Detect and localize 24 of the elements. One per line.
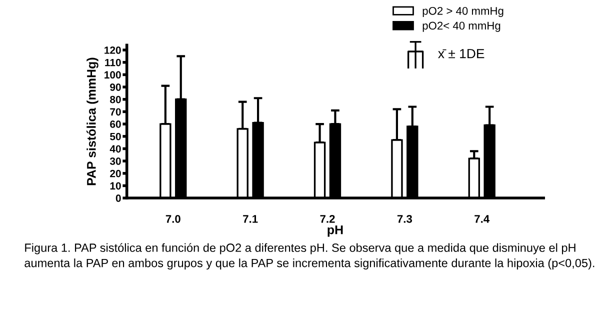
y-tick-label: 40 — [110, 145, 121, 153]
y-tick-label: 90 — [110, 84, 121, 91]
x-axis-title: pH — [328, 226, 343, 237]
y-axis-title: PAP sistólica (mmHg) — [86, 58, 98, 186]
x-tick-label: 7.3 — [397, 214, 412, 223]
x-tick-label: 7.0 — [166, 214, 180, 223]
y-tick-label: 60 — [110, 120, 121, 128]
y-tick-label: 100 — [104, 71, 121, 79]
x-tick-label: 7.1 — [243, 215, 258, 223]
legend-label: pO2< 40 mmHg — [422, 22, 500, 32]
y-tick-label: 70 — [110, 108, 121, 116]
y-tick-label: 10 — [110, 182, 121, 190]
y-tick-label: 30 — [110, 158, 121, 165]
y-tick-label: 80 — [110, 96, 121, 104]
x-tick-label: 7.4 — [474, 215, 490, 223]
y-tick-label: 0 — [116, 194, 121, 202]
y-tick-label: 50 — [110, 132, 121, 140]
y-tick-label: 20 — [110, 170, 121, 178]
text: Figura 1. PAP sistólica en función de pO2 a diferentes pH. Se observa que a medida que disminuye el pH aumenta la PAP en ambos grupos y que la PAP se incrementa significativamente durante la hipoxia (p<0,05). — [24, 243, 594, 270]
y-tick-label: 110 — [105, 58, 121, 66]
annotation: x̄ ± 1DE — [438, 49, 484, 58]
legend-label: pO2 > 40 mmHg — [422, 6, 504, 18]
x-tick-label: 7.2 — [320, 214, 335, 223]
y-tick-label: 120 — [104, 46, 121, 54]
